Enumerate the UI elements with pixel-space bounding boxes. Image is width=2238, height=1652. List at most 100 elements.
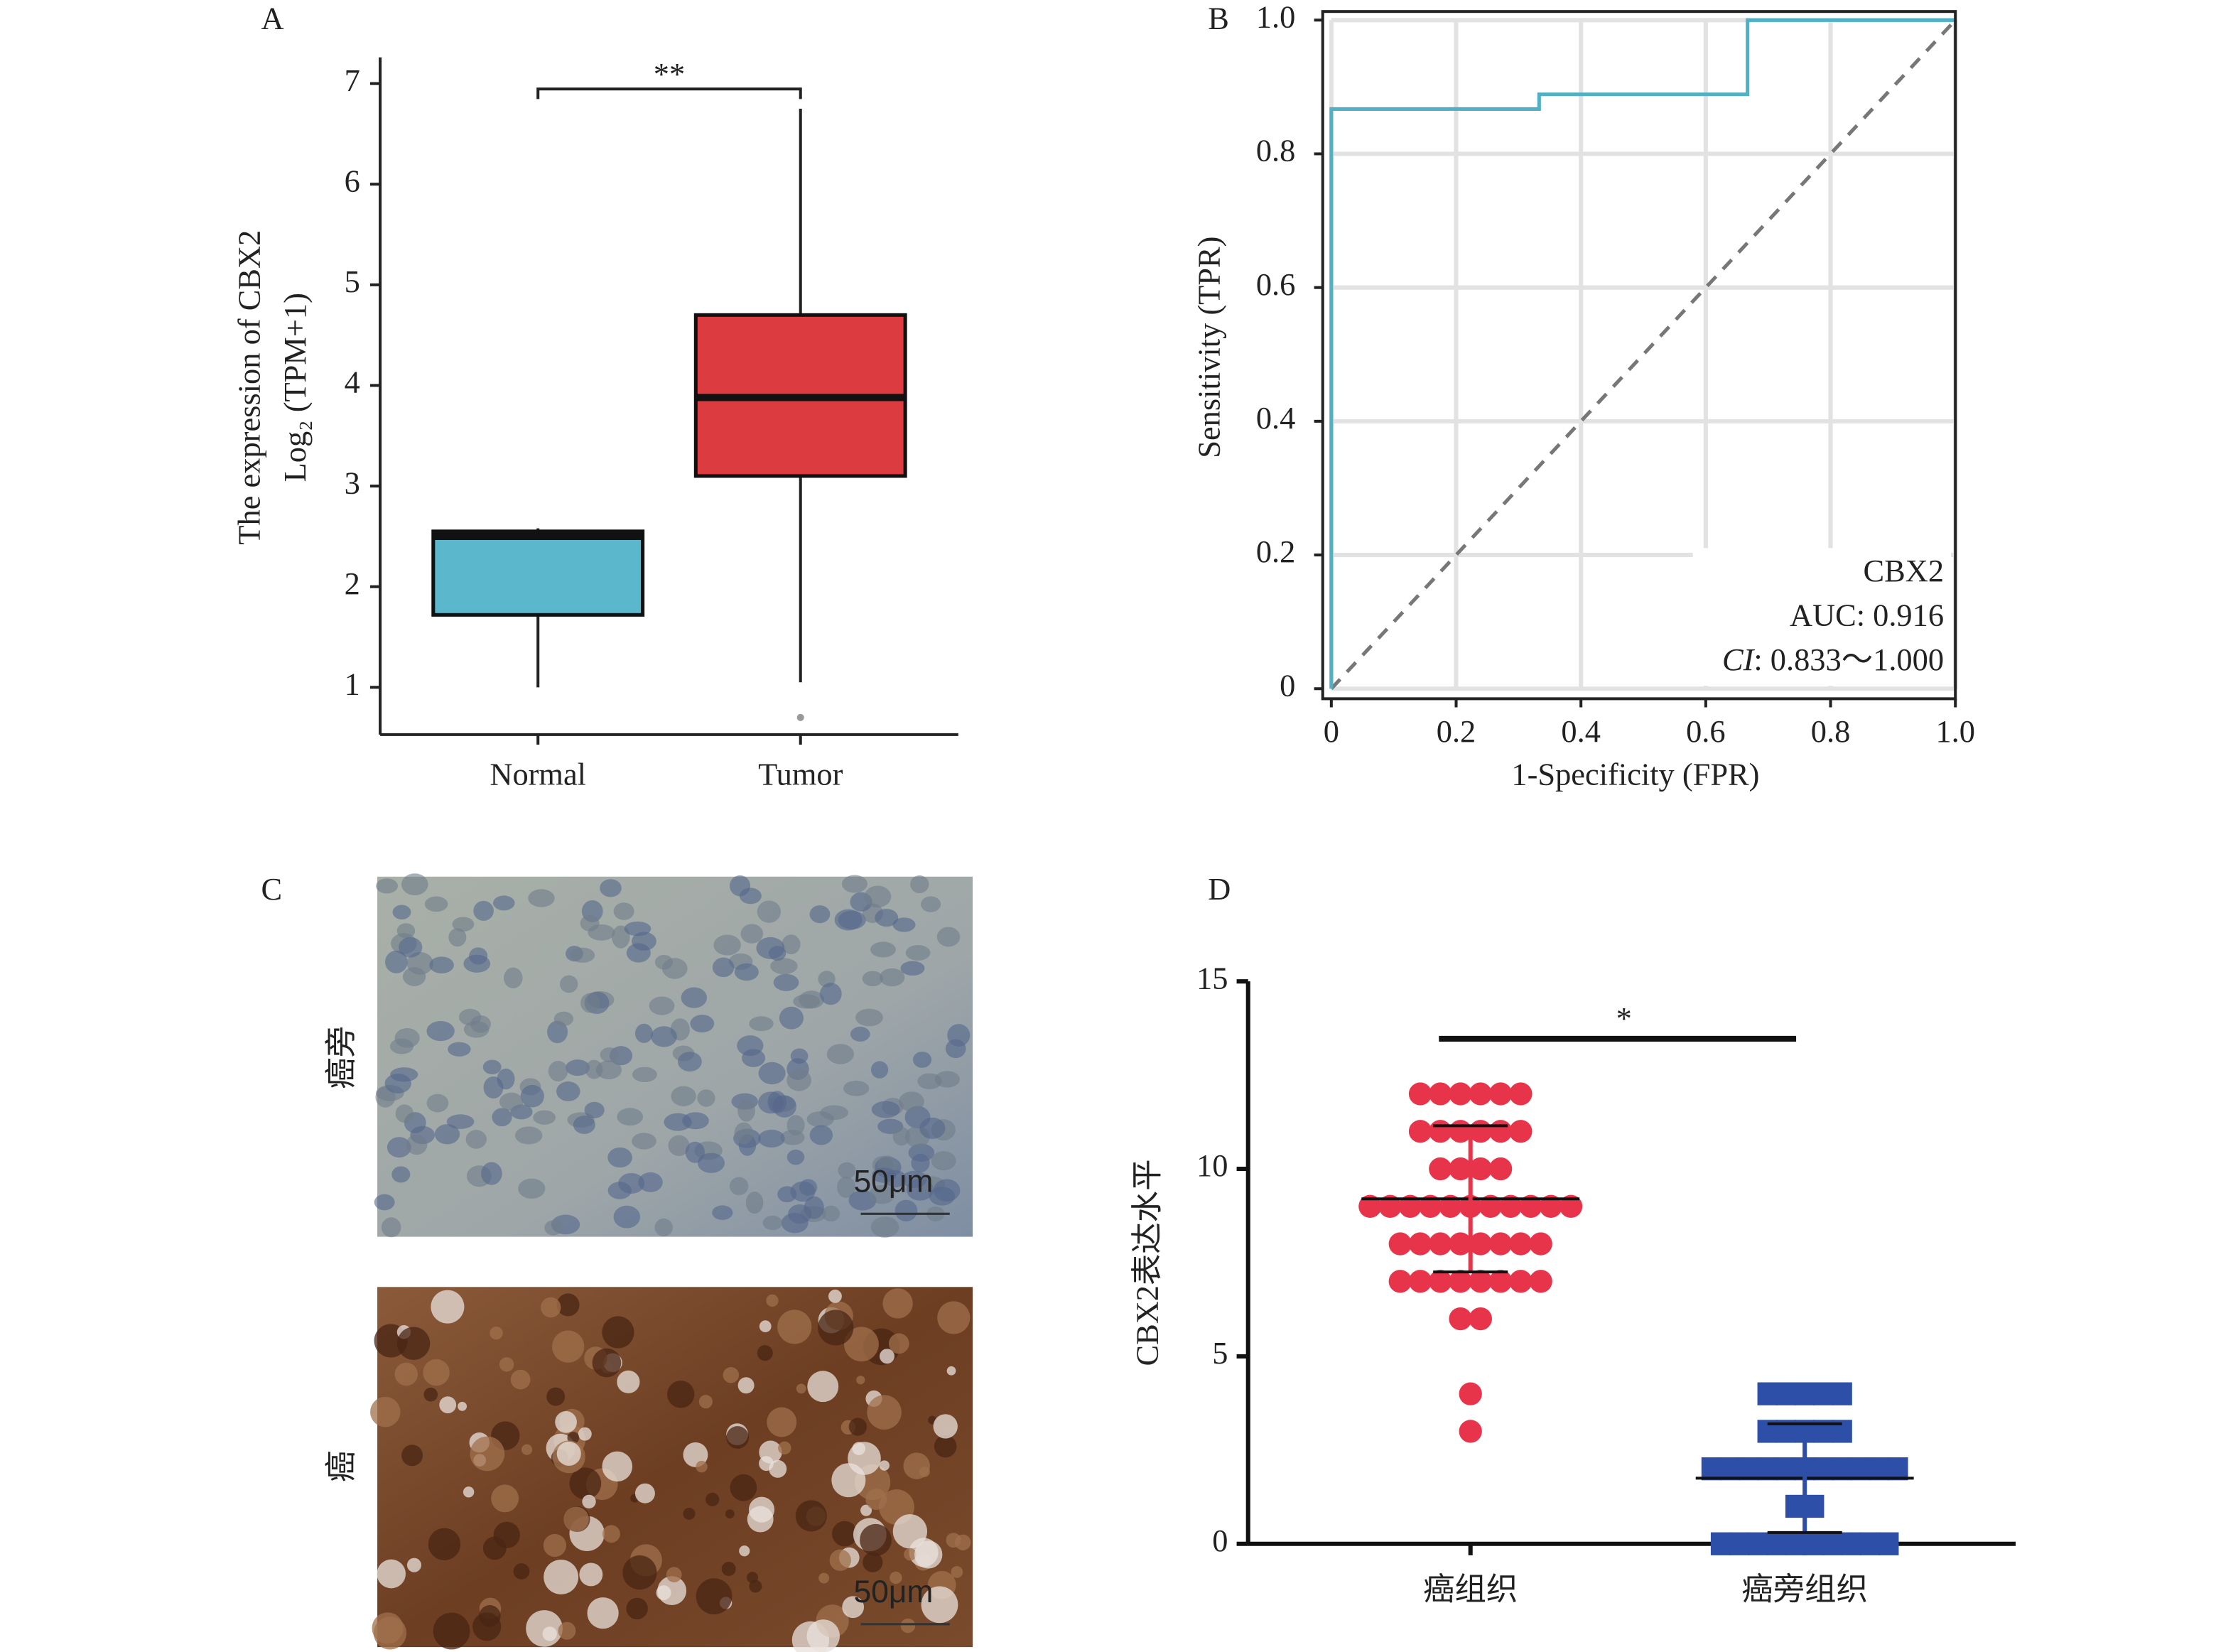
tissue — [844, 1327, 879, 1362]
data-point — [1358, 1194, 1382, 1218]
data-point — [1813, 1457, 1834, 1481]
tissue — [879, 1460, 890, 1471]
tissue — [617, 1370, 640, 1393]
nucleus — [936, 927, 961, 947]
nucleus — [426, 1094, 449, 1113]
nucleus — [862, 971, 883, 987]
data-point — [1429, 1120, 1452, 1143]
y-tick-label: 0.8 — [1256, 133, 1296, 168]
data-point — [1449, 1307, 1472, 1331]
nucleus — [661, 958, 688, 979]
tissue — [556, 1293, 580, 1317]
nucleus — [402, 967, 426, 986]
tissue — [856, 1376, 865, 1385]
tissue — [544, 1560, 579, 1594]
nucleus — [613, 902, 634, 920]
tissue — [499, 1357, 514, 1372]
data-point — [1701, 1457, 1722, 1481]
nucleus — [809, 1125, 833, 1145]
nucleus — [504, 967, 523, 989]
data-point — [1859, 1532, 1881, 1555]
data-point — [1469, 1307, 1492, 1331]
tissue — [807, 1371, 839, 1403]
y-tick-label: 15 — [1196, 960, 1228, 995]
nucleus — [768, 946, 786, 961]
data-point — [1429, 1157, 1452, 1181]
nucleus — [734, 1122, 754, 1145]
panel-c: C 癌旁 癌 50μm 50μm — [261, 871, 973, 1652]
tissue — [602, 1316, 634, 1349]
tissue — [904, 1548, 917, 1561]
tissue — [556, 1441, 581, 1466]
tissue — [558, 1621, 576, 1640]
x-tick-label: 1.0 — [1935, 713, 1975, 749]
data-point — [1509, 1120, 1532, 1143]
nucleus — [463, 954, 491, 973]
tissue — [882, 1288, 913, 1319]
ci-label: CI: 0.833～1.000 — [1722, 642, 1944, 677]
nucleus — [929, 1187, 956, 1206]
nucleus — [385, 950, 408, 973]
data-point — [1822, 1532, 1843, 1555]
nucleus — [841, 875, 867, 893]
significance: ** — [654, 56, 685, 92]
nucleus — [584, 1101, 605, 1118]
tissue — [723, 1366, 740, 1383]
nucleus — [465, 1130, 487, 1149]
x-tick-label: 0.4 — [1561, 713, 1601, 749]
data-point — [1408, 1082, 1432, 1106]
data-point — [1429, 1270, 1452, 1293]
nucleus — [864, 885, 892, 908]
data-point — [1488, 1270, 1513, 1293]
tissue — [860, 1504, 872, 1516]
nucleus — [374, 1194, 395, 1211]
tissue — [458, 1401, 467, 1411]
tissue — [373, 1616, 407, 1650]
y-tick-label: 0 — [1212, 1523, 1228, 1558]
nucleus — [634, 1023, 653, 1043]
tissue — [431, 1290, 465, 1324]
nucleus — [782, 934, 801, 955]
tissue — [888, 1333, 909, 1354]
tissue — [579, 1562, 603, 1587]
nucleus — [809, 905, 831, 924]
tissue — [863, 1552, 883, 1572]
nucleus — [919, 1117, 946, 1139]
nucleus — [452, 917, 475, 932]
nucleus — [518, 1178, 546, 1199]
nucleus — [742, 1049, 766, 1067]
data-point — [1813, 1382, 1834, 1405]
nucleus — [729, 1177, 749, 1196]
tissue — [479, 1605, 501, 1627]
nucleus — [819, 983, 842, 1005]
tissue — [730, 1474, 757, 1501]
nucleus — [908, 1143, 935, 1162]
nucleus — [482, 1059, 502, 1074]
data-point — [1449, 1232, 1472, 1256]
nucleus — [712, 957, 735, 978]
tissue — [569, 1467, 602, 1500]
nucleus — [855, 1008, 883, 1027]
tissue — [377, 1559, 406, 1589]
nucleus — [638, 1172, 663, 1192]
data-point — [1757, 1382, 1778, 1405]
tissue — [747, 1572, 758, 1584]
nucleus — [770, 958, 798, 975]
nucleus — [391, 1166, 411, 1183]
data-point — [1488, 1232, 1513, 1256]
nucleus — [870, 1061, 889, 1079]
data-point — [1419, 1194, 1442, 1218]
data-point — [1529, 1232, 1552, 1256]
tissue — [463, 1486, 475, 1498]
nucleus — [651, 1026, 677, 1047]
y-axis-label: Log₂ (TPM+1) — [277, 293, 313, 482]
nucleus — [838, 1162, 856, 1179]
nucleus — [739, 887, 762, 905]
nucleus — [793, 994, 821, 1009]
nucleus — [820, 1105, 848, 1121]
nucleus — [520, 1084, 544, 1108]
tissue — [818, 1310, 854, 1346]
data-point — [1469, 1270, 1492, 1293]
nucleus — [712, 1205, 733, 1220]
nucleus — [595, 1060, 622, 1080]
